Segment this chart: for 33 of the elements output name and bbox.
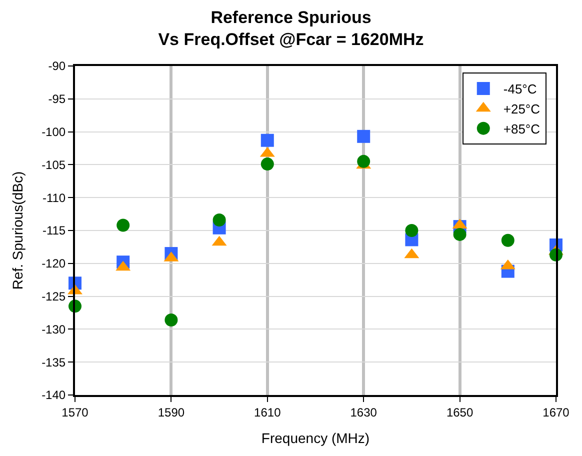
y-tick-label: -105 [42, 158, 66, 172]
legend-label: +85°C [503, 121, 540, 136]
chart-title: Reference Spurious Vs Freq.Offset @Fcar = 1620MHz [158, 8, 424, 49]
y-tick-label: -125 [42, 290, 66, 304]
y-tick-label: -90 [48, 59, 66, 74]
x-axis-title: Frequency (MHz) [261, 430, 370, 446]
x-tick-label: 1630 [350, 405, 378, 420]
y-tick-label: -130 [42, 322, 66, 336]
y-tick-label: -115 [42, 224, 66, 238]
legend-label: +25°C [503, 102, 540, 116]
point [116, 218, 130, 232]
y-tick-label: -135 [42, 355, 66, 370]
point [357, 154, 370, 168]
point [405, 224, 418, 237]
y-tick-label: -120 [42, 256, 66, 271]
y-tick-label: -95 [48, 92, 66, 106]
x-tick-label: 1670 [542, 405, 570, 420]
y-tick-label: -100 [42, 125, 66, 139]
point [212, 213, 226, 226]
legend-label: -45°C [503, 82, 537, 97]
x-tick-label: 1650 [446, 405, 474, 420]
point [501, 234, 514, 247]
x-tick-label: 1590 [158, 405, 185, 420]
point [260, 158, 274, 171]
point [453, 228, 466, 241]
x-tick-label: 1610 [254, 405, 282, 420]
point [260, 134, 274, 147]
point [357, 130, 370, 143]
y-axis-title: Ref. Spurious(dBc) [10, 171, 26, 290]
y-tick-label: -140 [42, 388, 66, 402]
point [164, 313, 178, 326]
x-tick-label: 1570 [62, 405, 89, 420]
y-tick-label: -110 [42, 190, 66, 205]
